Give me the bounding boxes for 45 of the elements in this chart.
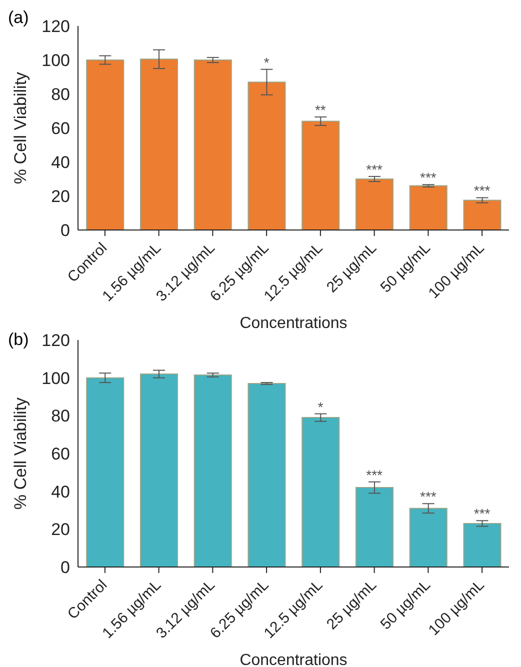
annotation: *** [366,161,384,178]
bar [463,522,502,567]
y-tick-label: 40 [51,153,70,172]
bar [409,185,448,230]
bar [248,383,286,567]
bar [248,82,286,230]
y-tick-label: 60 [51,119,70,138]
bar [194,374,232,567]
x-axis-title: Concentrations [240,315,348,332]
bar [194,60,232,230]
y-tick-label: 20 [51,187,70,206]
annotation: *** [366,466,384,483]
y-tick-label: 0 [60,221,70,240]
bar [140,58,178,230]
y-tick-label: 0 [60,558,70,578]
y-tick-label: 40 [51,482,70,502]
bar [302,417,340,567]
y-axis-title: % Cell Viability [11,71,30,184]
bar [355,178,394,230]
x-axis-title: Concentrations [240,652,348,667]
y-axis-title: % Cell Viability [11,396,30,510]
annotation: ** [314,102,326,118]
bar [409,508,448,567]
chart-title: (a) [8,8,29,28]
y-tick-label: 80 [51,85,70,104]
annotation: *** [420,488,437,505]
y-tick-label: 80 [51,406,70,426]
bar [86,60,124,230]
bar [302,120,340,230]
annotation: * [318,398,324,415]
annotation: *** [420,170,437,186]
bar [463,200,502,230]
annotation: *** [474,182,491,199]
chart-title: (b) [8,330,29,350]
y-tick-label: 20 [51,520,70,540]
y-tick-label: 60 [51,444,70,464]
bar [355,487,394,567]
y-tick-label: 100 [42,368,70,388]
bar [140,374,178,567]
y-tick-label: 120 [42,331,70,350]
bar [86,377,124,567]
annotation: * [264,54,270,70]
y-tick-label: 120 [42,17,70,36]
annotation: *** [474,506,491,522]
y-tick-label: 100 [42,51,70,70]
